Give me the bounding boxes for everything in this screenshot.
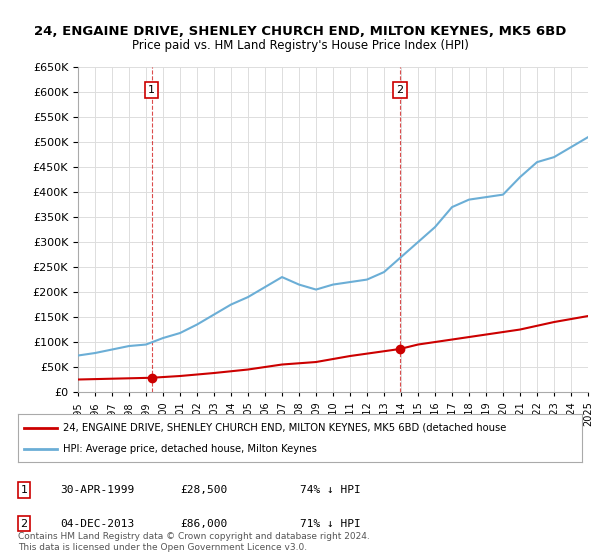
Text: Price paid vs. HM Land Registry's House Price Index (HPI): Price paid vs. HM Land Registry's House …: [131, 39, 469, 52]
Text: 74% ↓ HPI: 74% ↓ HPI: [300, 485, 361, 495]
Text: £86,000: £86,000: [180, 519, 227, 529]
Text: 71% ↓ HPI: 71% ↓ HPI: [300, 519, 361, 529]
Text: HPI: Average price, detached house, Milton Keynes: HPI: Average price, detached house, Milt…: [63, 444, 317, 454]
Text: 2: 2: [20, 519, 28, 529]
Text: 1: 1: [20, 485, 28, 495]
Text: 1: 1: [148, 85, 155, 95]
Text: £28,500: £28,500: [180, 485, 227, 495]
Text: 2: 2: [396, 85, 403, 95]
Text: 24, ENGAINE DRIVE, SHENLEY CHURCH END, MILTON KEYNES, MK5 6BD (detached house: 24, ENGAINE DRIVE, SHENLEY CHURCH END, M…: [63, 423, 506, 433]
Text: 30-APR-1999: 30-APR-1999: [60, 485, 134, 495]
Text: Contains HM Land Registry data © Crown copyright and database right 2024.
This d: Contains HM Land Registry data © Crown c…: [18, 532, 370, 552]
Text: 24, ENGAINE DRIVE, SHENLEY CHURCH END, MILTON KEYNES, MK5 6BD: 24, ENGAINE DRIVE, SHENLEY CHURCH END, M…: [34, 25, 566, 38]
Text: 04-DEC-2013: 04-DEC-2013: [60, 519, 134, 529]
